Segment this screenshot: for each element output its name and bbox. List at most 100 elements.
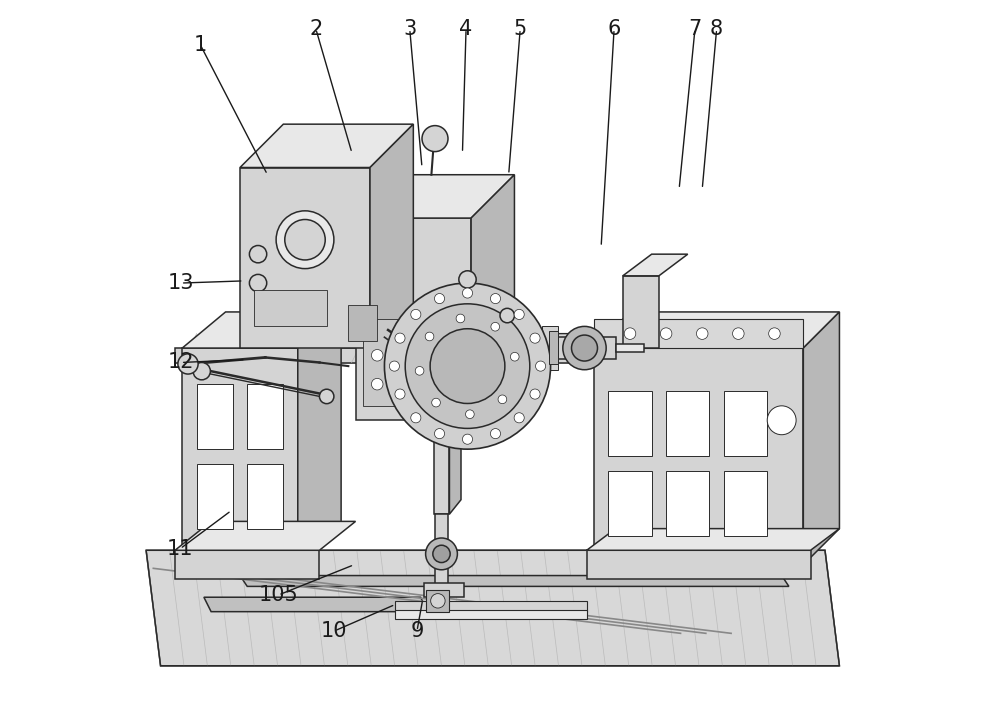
Circle shape [563, 326, 606, 370]
Polygon shape [608, 471, 652, 536]
Polygon shape [666, 392, 709, 457]
Circle shape [733, 328, 744, 339]
Text: 7: 7 [688, 19, 702, 39]
Polygon shape [803, 312, 839, 565]
Polygon shape [395, 601, 587, 612]
Circle shape [462, 288, 473, 298]
Polygon shape [426, 590, 449, 612]
Polygon shape [594, 348, 803, 565]
Polygon shape [724, 471, 767, 536]
Polygon shape [587, 550, 811, 579]
Circle shape [384, 283, 551, 450]
Text: 105: 105 [258, 585, 298, 605]
Circle shape [405, 304, 530, 428]
Polygon shape [204, 597, 428, 612]
Circle shape [399, 348, 428, 377]
Polygon shape [356, 218, 471, 420]
Circle shape [459, 270, 476, 288]
Polygon shape [356, 175, 514, 218]
Circle shape [422, 125, 448, 152]
Polygon shape [594, 312, 839, 348]
Polygon shape [348, 304, 377, 341]
Circle shape [371, 378, 383, 390]
Circle shape [178, 354, 198, 374]
Text: 13: 13 [168, 273, 194, 293]
Polygon shape [175, 521, 356, 550]
Polygon shape [395, 610, 587, 619]
Circle shape [514, 413, 524, 423]
Polygon shape [554, 337, 616, 359]
Circle shape [411, 413, 421, 423]
Polygon shape [435, 514, 448, 587]
Polygon shape [197, 384, 233, 450]
Polygon shape [623, 276, 659, 348]
Circle shape [660, 328, 672, 339]
Polygon shape [587, 529, 839, 550]
Polygon shape [298, 312, 341, 565]
Polygon shape [363, 319, 464, 406]
Circle shape [430, 328, 505, 404]
Circle shape [769, 328, 780, 339]
Text: 5: 5 [514, 19, 527, 39]
Polygon shape [240, 167, 370, 348]
Circle shape [444, 378, 455, 390]
Polygon shape [182, 348, 298, 565]
Circle shape [530, 333, 540, 343]
Circle shape [466, 410, 474, 418]
Circle shape [425, 332, 434, 341]
Text: 12: 12 [168, 352, 194, 373]
Polygon shape [254, 290, 327, 326]
Circle shape [434, 294, 445, 304]
Polygon shape [197, 463, 233, 529]
Polygon shape [594, 319, 803, 348]
Circle shape [426, 538, 457, 570]
Polygon shape [240, 124, 413, 167]
Polygon shape [623, 254, 688, 276]
Circle shape [319, 389, 334, 404]
Circle shape [536, 361, 546, 371]
Polygon shape [247, 384, 283, 450]
Polygon shape [616, 344, 644, 352]
Polygon shape [175, 550, 319, 579]
Circle shape [432, 398, 440, 407]
Circle shape [433, 545, 450, 563]
Text: 6: 6 [607, 19, 621, 39]
Circle shape [434, 428, 445, 439]
Circle shape [510, 352, 519, 361]
Polygon shape [146, 550, 839, 666]
Circle shape [408, 349, 419, 361]
Circle shape [395, 333, 405, 343]
Circle shape [249, 274, 267, 291]
Circle shape [371, 349, 383, 361]
Circle shape [490, 428, 501, 439]
Polygon shape [542, 326, 558, 370]
Text: 4: 4 [459, 19, 473, 39]
Polygon shape [175, 348, 811, 362]
Circle shape [462, 434, 473, 444]
Circle shape [530, 389, 540, 399]
Polygon shape [370, 124, 413, 348]
Circle shape [193, 362, 210, 380]
Polygon shape [724, 392, 767, 457]
Polygon shape [424, 583, 464, 597]
Circle shape [498, 395, 507, 404]
Text: 8: 8 [710, 19, 723, 39]
Text: 1: 1 [194, 35, 207, 54]
Polygon shape [666, 471, 709, 536]
Polygon shape [608, 392, 652, 457]
Polygon shape [471, 175, 514, 420]
Text: 10: 10 [321, 621, 347, 641]
Circle shape [415, 367, 424, 375]
Circle shape [444, 349, 455, 361]
Circle shape [767, 406, 796, 435]
Circle shape [411, 310, 421, 320]
Circle shape [490, 294, 501, 304]
Circle shape [389, 361, 399, 371]
Text: 2: 2 [309, 19, 322, 39]
Circle shape [431, 594, 445, 608]
Polygon shape [549, 331, 558, 364]
Circle shape [276, 211, 334, 268]
Circle shape [500, 308, 514, 323]
Polygon shape [182, 312, 341, 348]
Polygon shape [434, 406, 449, 514]
